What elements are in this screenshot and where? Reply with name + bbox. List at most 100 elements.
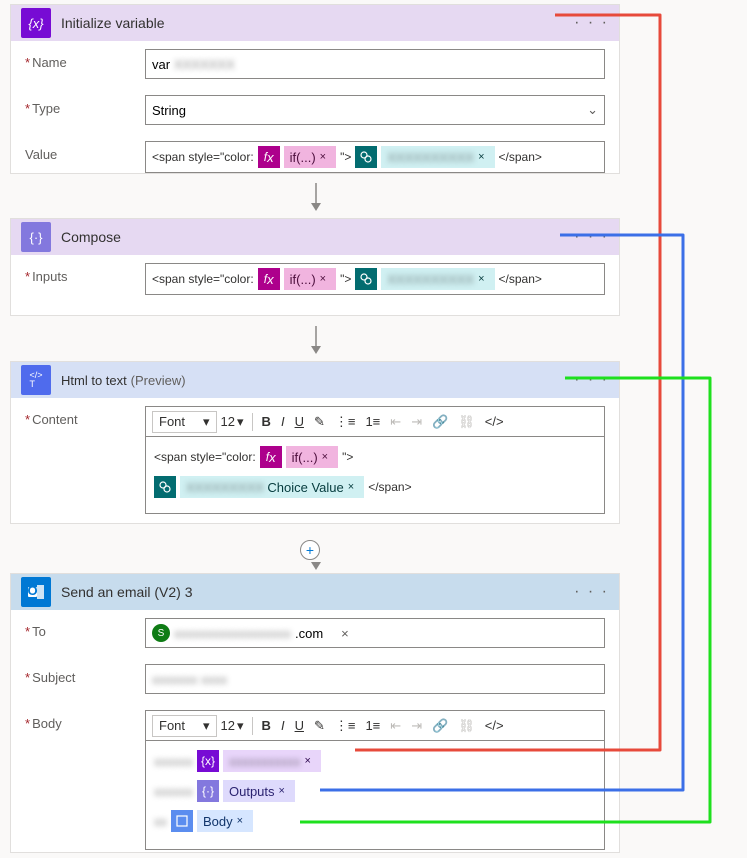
size-select[interactable]: 12▾ [217, 714, 248, 738]
outdent-icon[interactable]: ⇤ [385, 714, 406, 738]
card-header[interactable]: {x} Initialize variable · · · [11, 5, 619, 41]
token-if[interactable]: if(...)× [286, 446, 338, 468]
variable-icon: {x} [197, 750, 219, 772]
field-content[interactable]: <span style="color: fx if(...)× "> XXXXX… [145, 436, 605, 514]
token-sp-value[interactable]: XXXXXXXXXX× [381, 146, 494, 168]
link-icon[interactable]: 🔗 [427, 410, 453, 434]
type-value: String [152, 103, 186, 118]
label-value: Value [25, 141, 145, 162]
remove-icon[interactable]: × [320, 273, 326, 285]
italic-button[interactable]: I [276, 410, 290, 434]
field-type[interactable]: String ⌄ [145, 95, 605, 125]
token-sp-value[interactable]: XXXXXXXXXX× [381, 268, 494, 290]
remove-icon[interactable]: × [237, 815, 243, 827]
pen-icon[interactable]: ✎ [309, 410, 330, 434]
field-name[interactable]: varXXXXXXX [145, 49, 605, 79]
size-select[interactable]: 12▾ [217, 410, 248, 434]
more-menu[interactable]: · · · [574, 228, 609, 246]
pen-icon[interactable]: ✎ [309, 714, 330, 738]
fx-icon: fx [260, 446, 282, 468]
label-inputs: Inputs [25, 263, 145, 284]
bold-button[interactable]: B [257, 714, 276, 738]
name-prefix: var [152, 57, 170, 72]
token-variable[interactable]: xxxxxxxxxxx× [223, 750, 321, 772]
field-subject[interactable]: xxxxxxx xxxx [145, 664, 605, 694]
number-list-icon[interactable]: 1≡ [360, 410, 385, 434]
subject-blur: xxxxxxx xxxx [152, 672, 227, 687]
card-header[interactable]: </>T Html to text (Preview) · · · [11, 362, 619, 398]
fx-icon: fx [258, 146, 280, 168]
remove-icon[interactable]: × [305, 755, 311, 767]
chevron-down-icon: ⌄ [587, 102, 598, 118]
person-icon: S [152, 624, 170, 642]
underline-button[interactable]: U [290, 714, 309, 738]
token-outputs[interactable]: Outputs× [223, 780, 295, 802]
code-view-icon[interactable]: </> [480, 410, 509, 434]
unlink-icon[interactable]: ⛓ [453, 410, 480, 434]
label-to: To [25, 618, 145, 639]
token-if[interactable]: if(...)× [284, 268, 336, 290]
bullet-list-icon[interactable]: ⋮≡ [330, 410, 361, 434]
field-value[interactable]: <span style="color: fx if(...)× "> XXXXX… [145, 141, 605, 173]
outdent-icon[interactable]: ⇤ [385, 410, 406, 434]
card-html-to-text: </>T Html to text (Preview) · · · Conten… [10, 361, 620, 524]
rich-text-toolbar: Font▾ 12▾ B I U ✎ ⋮≡ 1≡ ⇤ ⇥ 🔗 ⛓ </> [145, 406, 605, 436]
label-name: Name [25, 49, 145, 70]
card-title: Initialize variable [61, 15, 165, 31]
token-choice-value[interactable]: XXXXXXXXX Choice Value× [180, 476, 364, 498]
sharepoint-icon [154, 476, 176, 498]
inputs-span-open: <span style="color: [152, 268, 254, 290]
link-icon[interactable]: 🔗 [427, 714, 453, 738]
more-menu[interactable]: · · · [574, 14, 609, 32]
add-step-button[interactable]: + [300, 540, 320, 560]
font-select[interactable]: Font▾ [152, 411, 217, 433]
card-title: Html to text (Preview) [61, 372, 186, 388]
more-menu[interactable]: · · · [574, 583, 609, 601]
remove-icon[interactable]: × [478, 151, 484, 163]
card-header[interactable]: {·} Compose · · · [11, 219, 619, 255]
compose-icon: {·} [197, 780, 219, 802]
rich-text-toolbar: Font▾ 12▾ B I U ✎ ⋮≡ 1≡ ⇤ ⇥ 🔗 ⛓ </> [145, 710, 605, 740]
underline-button[interactable]: U [290, 410, 309, 434]
bold-button[interactable]: B [257, 410, 276, 434]
remove-icon[interactable]: × [348, 481, 354, 493]
remove-icon[interactable]: × [320, 151, 326, 163]
value-quote-gt: "> [340, 146, 351, 168]
sharepoint-icon [355, 146, 377, 168]
svg-text:O: O [27, 583, 37, 598]
card-compose: {·} Compose · · · Inputs <span style="co… [10, 218, 620, 316]
label-body: Body [25, 710, 145, 731]
indent-icon[interactable]: ⇥ [406, 410, 427, 434]
card-title: Compose [61, 229, 121, 245]
token-if[interactable]: if(...)× [284, 146, 336, 168]
remove-icon[interactable]: × [279, 785, 285, 797]
label-subject: Subject [25, 664, 145, 685]
html-icon: </>T [21, 365, 51, 395]
token-body[interactable]: Body× [197, 810, 253, 832]
card-initialize-variable: {x} Initialize variable · · · Name varXX… [10, 4, 620, 174]
number-list-icon[interactable]: 1≡ [360, 714, 385, 738]
body-text-3: xx [154, 814, 167, 829]
to-blur: xxxxxxxxxxxxxxxxxx [174, 626, 291, 641]
flow-arrow [306, 326, 326, 359]
outlook-icon: O [21, 577, 51, 607]
more-menu[interactable]: · · · [574, 371, 609, 389]
to-suffix: .com [295, 626, 323, 641]
font-select[interactable]: Font▾ [152, 715, 217, 737]
card-header[interactable]: O Send an email (V2) 3 · · · [11, 574, 619, 610]
flow-arrow [306, 183, 326, 216]
field-inputs[interactable]: <span style="color: fx if(...)× "> XXXXX… [145, 263, 605, 295]
variable-icon: {x} [21, 8, 51, 38]
indent-icon[interactable]: ⇥ [406, 714, 427, 738]
italic-button[interactable]: I [276, 714, 290, 738]
bullet-list-icon[interactable]: ⋮≡ [330, 714, 361, 738]
unlink-icon[interactable]: ⛓ [453, 714, 480, 738]
field-to[interactable]: S xxxxxxxxxxxxxxxxxx .com × [145, 618, 605, 648]
remove-icon[interactable]: × [322, 451, 328, 463]
value-span-close: </span> [499, 146, 542, 168]
remove-recipient-icon[interactable]: × [341, 626, 349, 641]
field-body[interactable]: xxxxxx {x} xxxxxxxxxxx× xxxxxx {·} Outpu… [145, 740, 605, 850]
label-content: Content [25, 406, 145, 427]
code-view-icon[interactable]: </> [480, 714, 509, 738]
remove-icon[interactable]: × [478, 273, 484, 285]
